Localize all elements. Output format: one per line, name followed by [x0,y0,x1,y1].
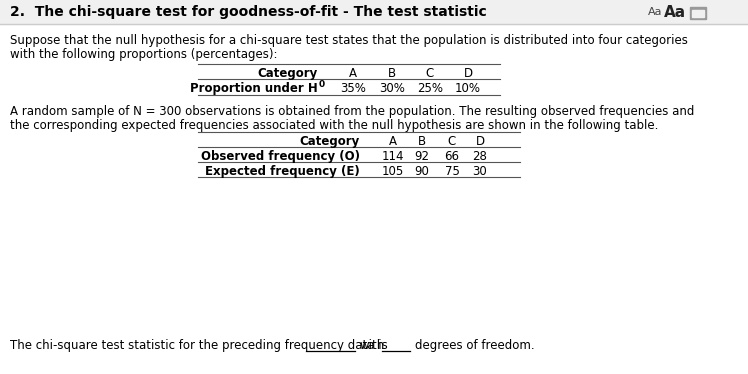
Text: Aa: Aa [664,4,686,19]
Bar [690,7,706,19]
Text: degrees of freedom.: degrees of freedom. [415,339,535,352]
Text: with the following proportions (percentages):: with the following proportions (percenta… [10,48,278,61]
Text: 90: 90 [414,165,429,178]
Text: C: C [448,135,456,148]
Text: the corresponding expected frequencies associated with the null hypothesis are s: the corresponding expected frequencies a… [10,119,658,132]
Text: 92: 92 [414,150,429,163]
Text: 30: 30 [473,165,488,178]
Text: 28: 28 [473,150,488,163]
Text: with: with [360,339,385,352]
Text: 0: 0 [319,80,325,89]
Text: Category: Category [258,67,318,80]
Text: 2.  The chi-square test for goodness-of-fit - The test statistic: 2. The chi-square test for goodness-of-f… [10,5,487,19]
Text: 10%: 10% [455,82,481,95]
Text: Category: Category [300,135,360,148]
Text: A: A [349,67,357,80]
Text: 30%: 30% [379,82,405,95]
Text: A: A [389,135,397,148]
Text: Proportion under H: Proportion under H [190,82,318,95]
Bar [692,10,704,17]
Text: 114: 114 [381,150,404,163]
Text: 66: 66 [444,150,459,163]
Text: C: C [426,67,434,80]
Text: B: B [388,67,396,80]
Text: B: B [418,135,426,148]
Text: 75: 75 [444,165,459,178]
Text: A random sample of N = 300 observations is obtained from the population. The res: A random sample of N = 300 observations … [10,105,694,118]
Text: D: D [464,67,473,80]
Bar [0,0,748,24]
Text: Observed frequency (O): Observed frequency (O) [201,150,360,163]
Text: Aa: Aa [648,7,663,17]
Text: D: D [476,135,485,148]
Text: The chi-square test statistic for the preceding frequency data is: The chi-square test statistic for the pr… [10,339,387,352]
Text: 105: 105 [382,165,404,178]
Text: Suppose that the null hypothesis for a chi-square test states that the populatio: Suppose that the null hypothesis for a c… [10,34,688,47]
Text: Expected frequency (E): Expected frequency (E) [205,165,360,178]
Text: 35%: 35% [340,82,366,95]
Text: 25%: 25% [417,82,443,95]
